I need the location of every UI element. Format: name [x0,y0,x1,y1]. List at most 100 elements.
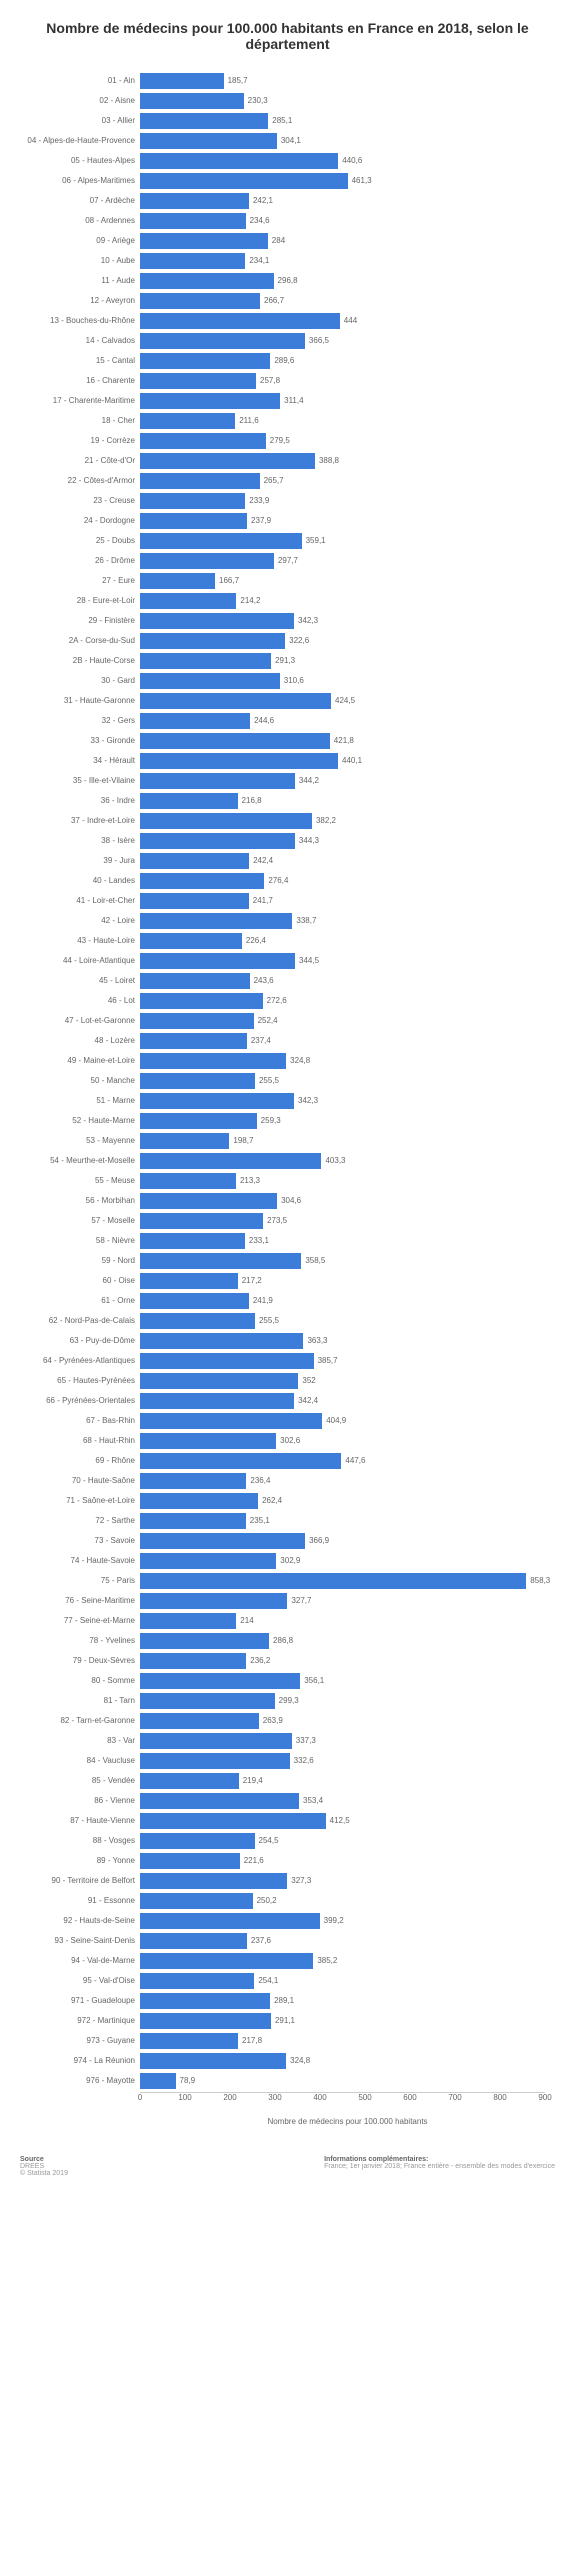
bar-row: 43 - Haute-Loire226,4 [140,932,545,950]
bar [140,1053,286,1069]
bar-wrap: 404,9 [140,1413,545,1429]
bar-label: 22 - Côtes-d'Armor [20,472,135,490]
bar [140,2053,286,2069]
bar [140,1493,258,1509]
footer: Source DREES © Statista 2019 Information… [20,2156,555,2177]
bar-value: 236,4 [246,1473,270,1489]
bar-wrap: 214,2 [140,593,545,609]
bar-row: 60 - Oise217,2 [140,1272,545,1290]
bar-label: 86 - Vienne [20,1792,135,1810]
bar-label: 58 - Nièvre [20,1232,135,1250]
bar-label: 81 - Tarn [20,1692,135,1710]
bar-value: 304,6 [277,1193,301,1209]
bar-label: 2A - Corse-du-Sud [20,632,135,650]
bar-wrap: 78,9 [140,2073,545,2089]
bar-row: 11 - Aude296,8 [140,272,545,290]
bar [140,193,249,209]
bar-wrap: 353,4 [140,1793,545,1809]
bar-value: 266,7 [260,293,284,309]
bar-label: 37 - Indre-et-Loire [20,812,135,830]
bar [140,613,294,629]
bar-label: 973 - Guyane [20,2032,135,2050]
bar-wrap: 250,2 [140,1893,545,1909]
bar-row: 93 - Seine-Saint-Denis237,6 [140,1932,545,1950]
bar [140,1113,257,1129]
axis-tick: 200 [223,2093,236,2102]
bar-wrap: 276,4 [140,873,545,889]
bar [140,1193,277,1209]
bar-value: 237,4 [247,1033,271,1049]
bar-label: 01 - Ain [20,72,135,90]
bar [140,293,260,309]
bar-label: 78 - Yvelines [20,1632,135,1650]
bar-row: 42 - Loire338,7 [140,912,545,930]
bar-wrap: 424,5 [140,693,545,709]
bar-value: 242,1 [249,193,273,209]
bar-row: 28 - Eure-et-Loir214,2 [140,592,545,610]
bar-wrap: 254,1 [140,1973,545,1989]
bar-value: 440,1 [338,753,362,769]
bar-value: 310,6 [280,673,304,689]
bar-label: 66 - Pyrénées-Orientales [20,1392,135,1410]
bar-wrap: 337,3 [140,1733,545,1749]
bar [140,1773,239,1789]
bar-label: 47 - Lot-et-Garonne [20,1012,135,1030]
bar-value: 250,2 [253,1893,277,1909]
bar-value: 236,2 [246,1653,270,1669]
bar-wrap: 244,6 [140,713,545,729]
bar-row: 15 - Cantal289,6 [140,352,545,370]
bar-value: 241,7 [249,893,273,909]
bar-value: 322,6 [285,633,309,649]
bar-label: 76 - Seine-Maritime [20,1592,135,1610]
bar-wrap: 254,5 [140,1833,545,1849]
bar-row: 32 - Gers244,6 [140,712,545,730]
bar-wrap: 324,8 [140,2053,545,2069]
bar [140,1613,236,1629]
bar-label: 63 - Puy-de-Dôme [20,1332,135,1350]
bar-wrap: 344,3 [140,833,545,849]
bar-wrap: 266,7 [140,293,545,309]
bar-row: 79 - Deux-Sèvres236,2 [140,1652,545,1670]
bar-label: 62 - Nord-Pas-de-Calais [20,1312,135,1330]
bar-label: 02 - Aisne [20,92,135,110]
bar [140,433,266,449]
bar-row: 12 - Aveyron266,7 [140,292,545,310]
bar-label: 57 - Moselle [20,1212,135,1230]
bar-row: 65 - Hautes-Pyrénées352 [140,1372,545,1390]
bar-value: 291,3 [271,653,295,669]
bar-wrap: 412,5 [140,1813,545,1829]
bar-label: 83 - Var [20,1732,135,1750]
bar-label: 06 - Alpes-Maritimes [20,172,135,190]
footer-info-title: Informations complémentaires: [324,2156,555,2163]
bar-row: 70 - Haute-Saône236,4 [140,1472,545,1490]
bar-label: 17 - Charente-Maritime [20,392,135,410]
bar [140,1673,300,1689]
bar-value: 304,1 [277,133,301,149]
bar-row: 92 - Hauts-de-Seine399,2 [140,1912,545,1930]
bar-row: 77 - Seine-et-Marne214 [140,1612,545,1630]
bar [140,1313,255,1329]
bar [140,1793,299,1809]
footer-info-text: France; 1er janvier 2018; France entière… [324,2163,555,2170]
bar-value: 421,8 [330,733,354,749]
bar-label: 52 - Haute-Marne [20,1112,135,1130]
bar-wrap: 272,6 [140,993,545,1009]
bar-wrap: 234,6 [140,213,545,229]
bar-row: 29 - Finistère342,3 [140,612,545,630]
bar-row: 02 - Aisne230,3 [140,92,545,110]
bar-label: 70 - Haute-Saône [20,1472,135,1490]
bar-label: 38 - Isère [20,832,135,850]
bar-value: 324,8 [286,1053,310,1069]
bar [140,1733,292,1749]
bar-wrap: 296,8 [140,273,545,289]
bar-row: 85 - Vendée219,4 [140,1772,545,1790]
bar-wrap: 237,4 [140,1033,545,1049]
bar-value: 235,1 [246,1513,270,1529]
bar-wrap: 255,5 [140,1073,545,1089]
bar-value: 254,1 [254,1973,278,1989]
bar-value: 279,5 [266,433,290,449]
footer-info: Informations complémentaires: France; 1e… [324,2156,555,2177]
bar-row: 971 - Guadeloupe289,1 [140,1992,545,2010]
bar-label: 21 - Côte-d'Or [20,452,135,470]
bar-value: 284 [268,233,285,249]
